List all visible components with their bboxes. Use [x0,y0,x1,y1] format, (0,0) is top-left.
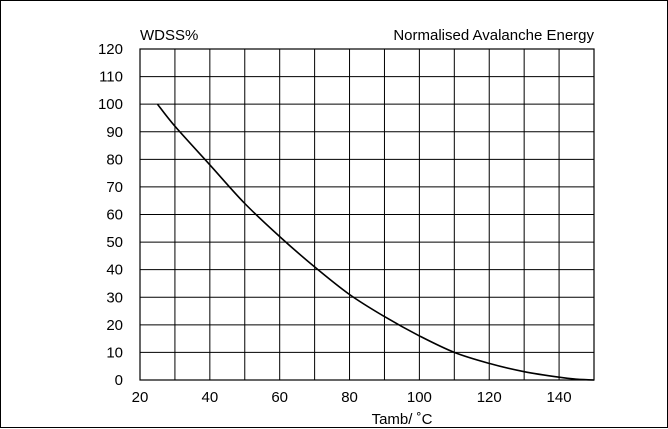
x-tick-label: 120 [477,389,502,406]
x-tick-label: 140 [547,389,572,406]
y-tick-label: 40 [106,262,123,279]
x-tick-label: 20 [132,389,149,406]
plot-area-border [139,48,595,381]
x-tick-label: 100 [407,389,432,406]
series-line [156,103,595,381]
y-tick-label: 50 [106,234,123,251]
y-tick-label: 80 [106,151,123,168]
x-tick-label: 80 [341,389,358,406]
x-axis-tick-labels: 20 40 60 80 100 120 140 [132,389,572,406]
y-tick-label: 70 [106,179,123,196]
title-right: Normalised Avalanche Energy [393,27,594,44]
x-tick-label: 40 [202,389,219,406]
y-tick-label: 120 [98,41,123,58]
y-axis-tick-labels: 0 10 20 30 40 50 60 70 80 90 100 110 120 [98,41,123,389]
grid-lines [139,48,595,381]
y-tick-label: 90 [106,124,123,141]
y-tick-label: 0 [115,372,123,389]
y-tick-label: 110 [99,69,123,86]
y-tick-label: 100 [98,96,123,113]
y-tick-label: 20 [106,317,123,334]
y-tick-label: 30 [106,289,123,306]
y-tick-label: 10 [106,344,123,361]
x-tick-label: 60 [271,389,288,406]
title-left: WDSS% [140,27,198,44]
x-axis-label: Tamb/ ˚C [372,411,433,428]
series-group [156,103,595,381]
y-tick-label: 60 [106,207,123,224]
